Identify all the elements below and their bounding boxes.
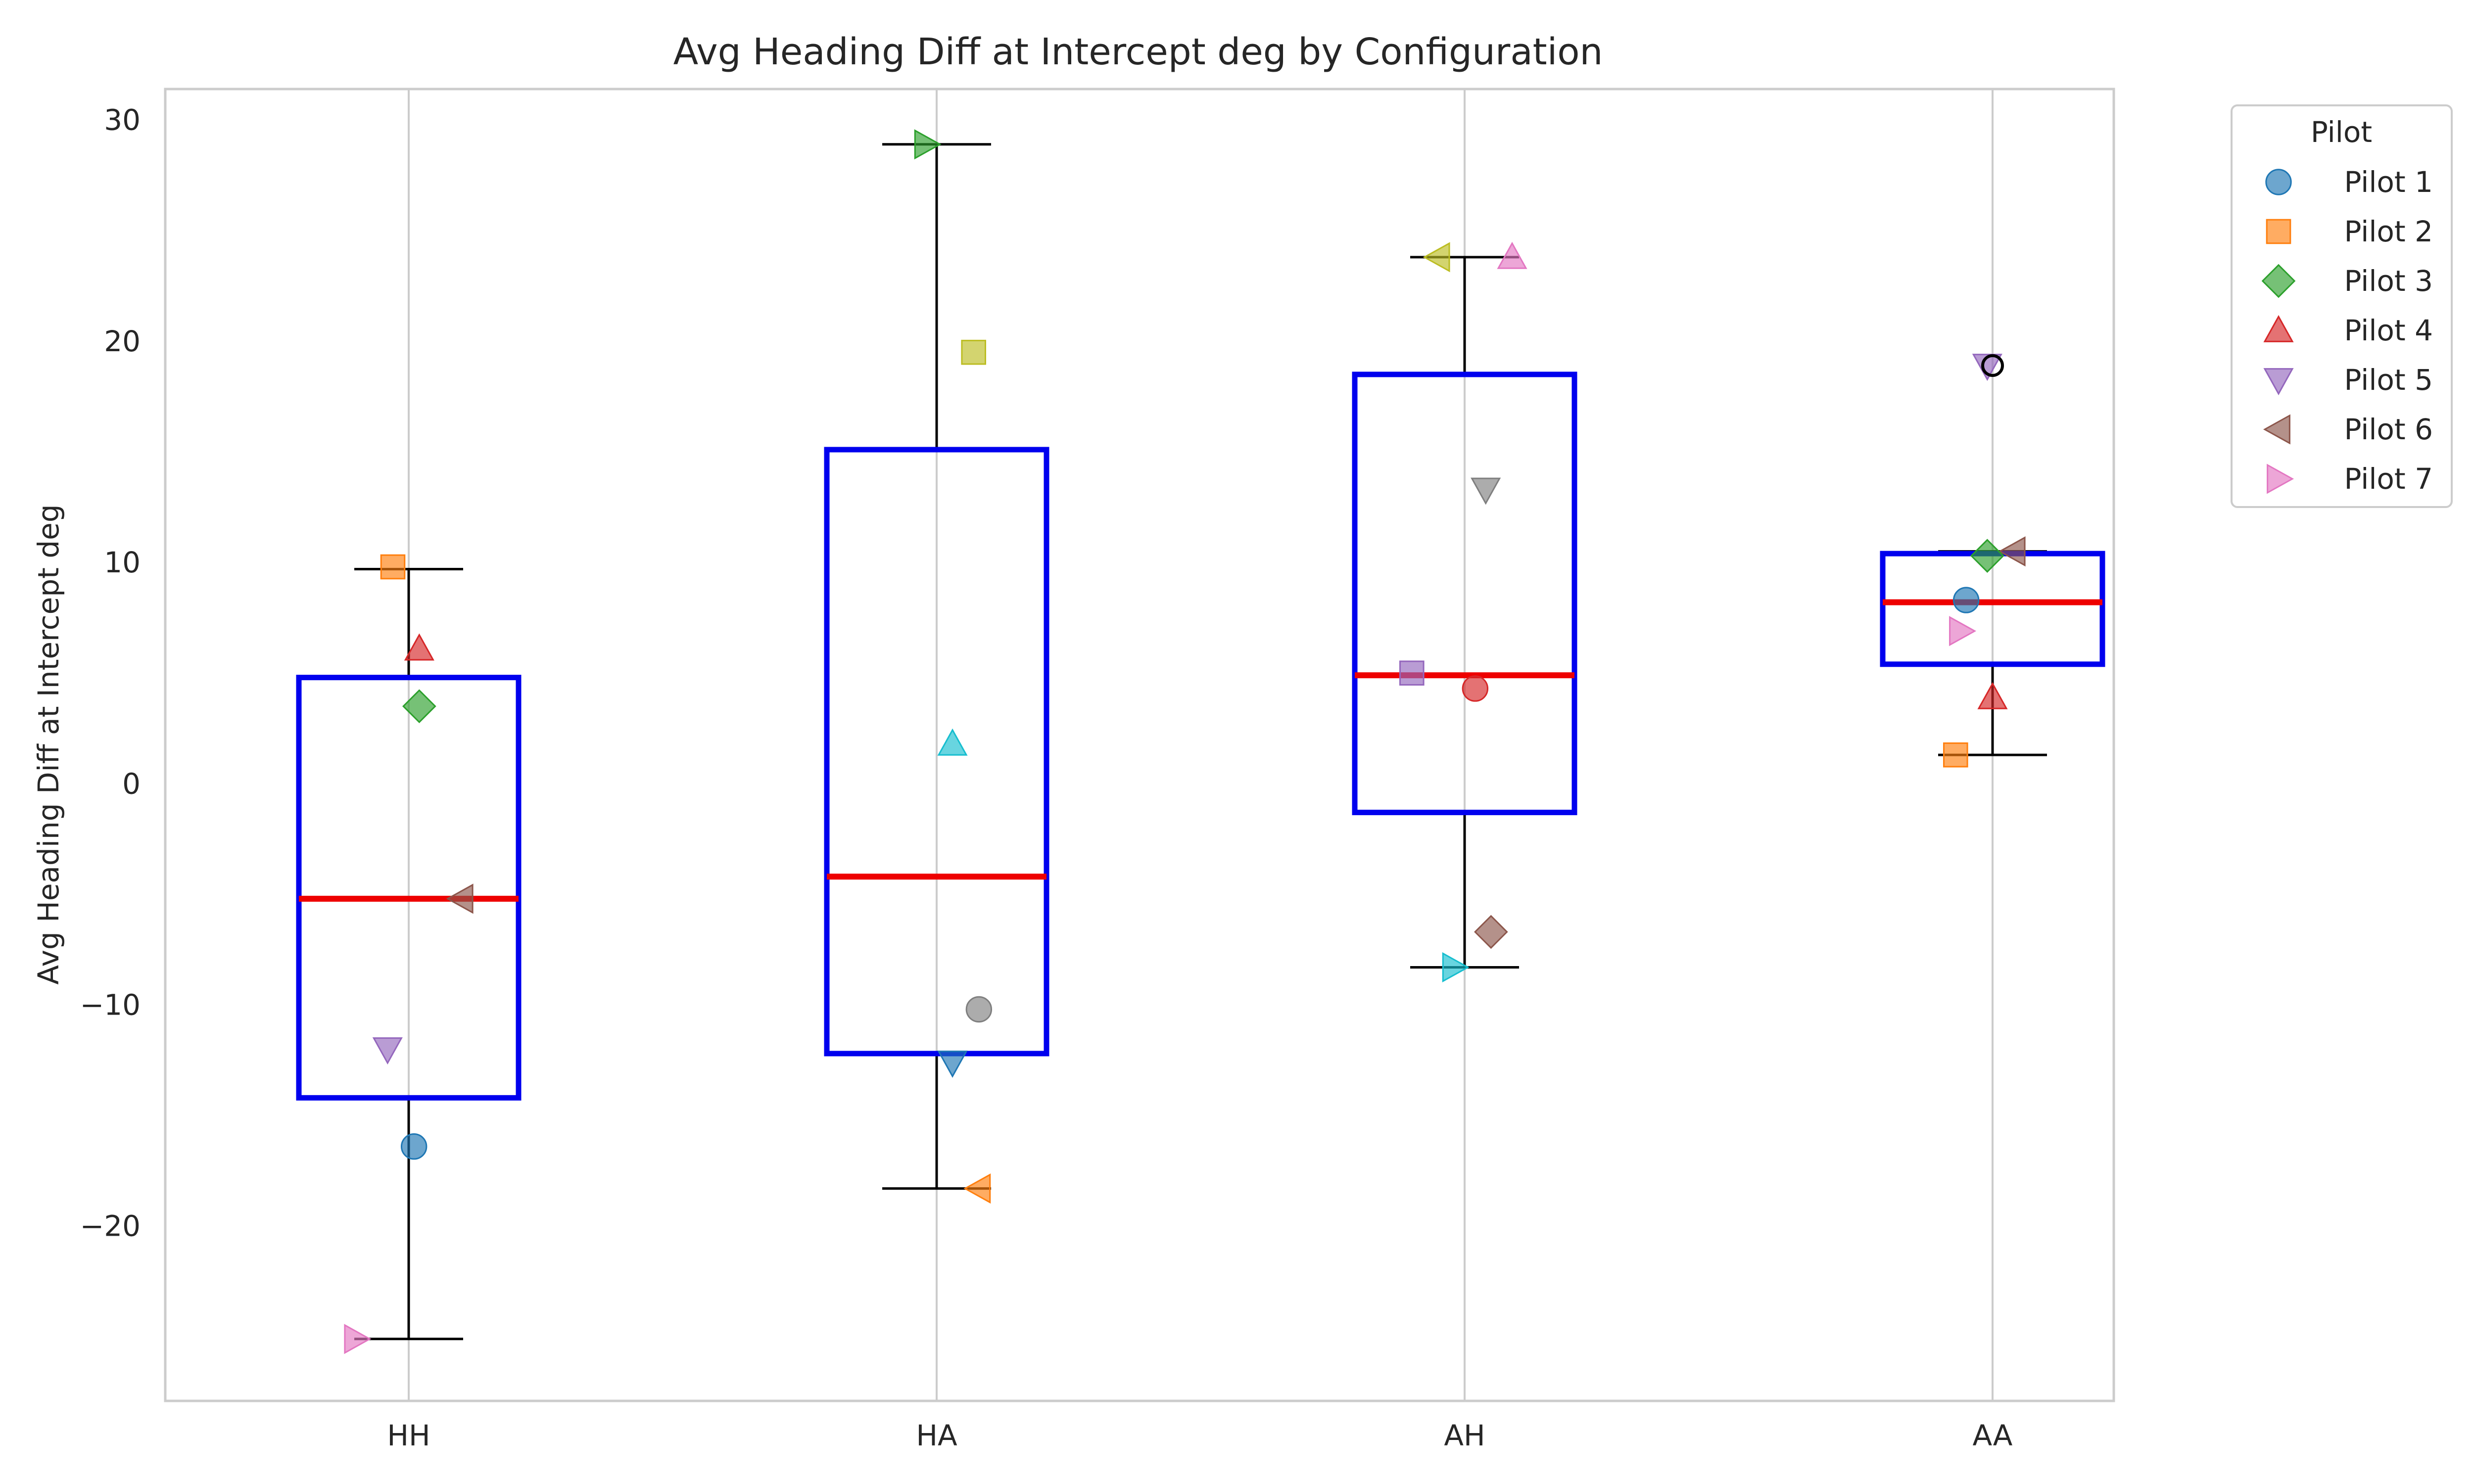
axis-layer: −20 −10 0 10 20 30 HH HA AH AA xyxy=(80,88,2115,1452)
y-tick-label: 20 xyxy=(104,325,141,358)
x-tick-label: HH xyxy=(387,1419,430,1452)
data-point xyxy=(1399,660,1425,686)
data-point xyxy=(937,1050,968,1078)
data-point xyxy=(937,728,968,756)
legend-frame xyxy=(2231,104,2453,508)
grid-layer xyxy=(408,89,1994,1401)
y-tick-label: −20 xyxy=(80,1209,141,1243)
legend-label: Pilot 3 xyxy=(2344,264,2433,298)
plot-frame xyxy=(164,88,2115,1402)
legend-marker xyxy=(2263,315,2294,342)
x-tick-label: AH xyxy=(1444,1419,1485,1452)
data-point xyxy=(1977,682,2008,709)
data-point xyxy=(1471,477,1501,505)
data-point xyxy=(402,689,436,724)
data-point xyxy=(1462,675,1489,702)
legend-marker xyxy=(2267,464,2294,494)
data-point xyxy=(961,339,986,365)
y-tick-label: 30 xyxy=(104,103,141,137)
point-layer xyxy=(344,129,2026,1354)
data-point xyxy=(1952,587,1980,613)
y-tick-label: 0 xyxy=(122,767,141,800)
y-tick-label: 10 xyxy=(104,546,141,579)
legend-title: Pilot xyxy=(2311,115,2372,149)
data-point xyxy=(965,996,993,1023)
box-HA xyxy=(824,447,1049,1057)
data-point xyxy=(380,554,406,580)
data-point xyxy=(446,883,474,914)
data-point xyxy=(1972,354,2002,381)
legend-label: Pilot 2 xyxy=(2344,215,2433,248)
data-point xyxy=(963,1173,991,1204)
data-point xyxy=(372,1037,403,1065)
box-AH xyxy=(1352,371,1577,815)
data-point xyxy=(1442,952,1470,983)
data-point xyxy=(1998,536,2026,567)
data-point xyxy=(1970,539,2004,573)
legend-marker xyxy=(2261,264,2296,298)
outlier-point xyxy=(1981,354,2004,377)
x-tick-label: AA xyxy=(1973,1419,2013,1452)
legend-marker xyxy=(2266,219,2291,244)
box-layer xyxy=(296,143,2105,1341)
legend-marker xyxy=(2263,414,2290,445)
data-point xyxy=(914,129,942,160)
y-tick-label: −10 xyxy=(80,988,141,1021)
data-point xyxy=(1497,241,1527,269)
x-tick-label: HA xyxy=(916,1419,957,1452)
legend-marker xyxy=(2265,169,2292,195)
chart-title: Avg Heading Diff at Intercept deg by Con… xyxy=(673,31,1603,73)
legend-items: Pilot 1 Pilot 2 Pilot 3 Pilot 4 Pilot 5 Pilot… xyxy=(2261,165,2433,496)
data-point xyxy=(1943,742,1968,768)
data-point xyxy=(1423,242,1450,273)
data-point xyxy=(344,1324,372,1354)
y-axis-label: Avg Heading Diff at Intercept deg xyxy=(32,504,65,984)
data-point xyxy=(1474,915,1508,949)
legend-label: Pilot 7 xyxy=(2344,462,2433,496)
data-point xyxy=(400,1133,428,1160)
data-point xyxy=(1949,616,1977,647)
legend-label: Pilot 5 xyxy=(2344,363,2433,397)
legend-label: Pilot 1 xyxy=(2344,165,2433,199)
legend-label: Pilot 4 xyxy=(2344,314,2433,347)
box-HH xyxy=(296,675,522,1101)
legend-marker xyxy=(2263,368,2294,396)
legend-label: Pilot 6 xyxy=(2344,413,2433,446)
data-point xyxy=(404,633,434,661)
